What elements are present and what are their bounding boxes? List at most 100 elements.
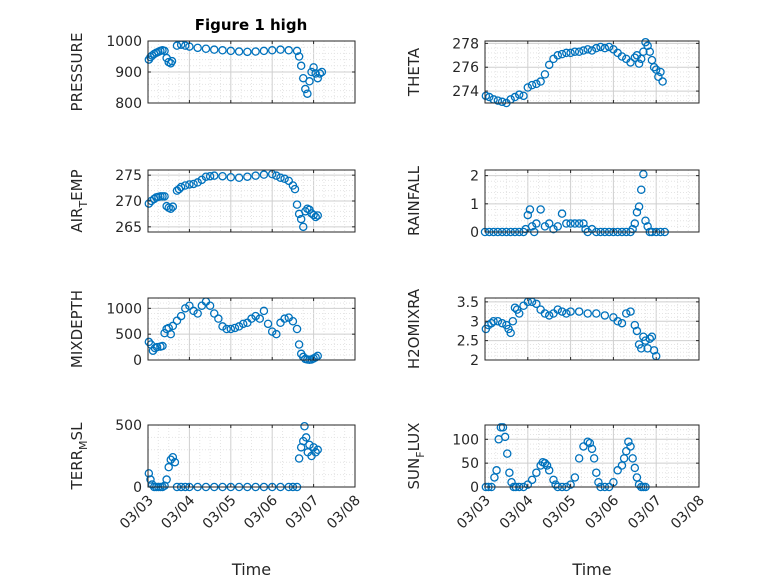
- y-tick-label: 2.5: [457, 334, 479, 350]
- data-point: [305, 440, 314, 450]
- data-point: [201, 44, 211, 54]
- grid: [484, 41, 700, 103]
- data-point: [525, 205, 535, 214]
- data-point: [311, 212, 320, 222]
- data-point: [562, 309, 571, 318]
- data-point: [292, 46, 302, 56]
- data-point: [193, 178, 202, 187]
- axes-box: [484, 40, 700, 104]
- data-point: [255, 314, 265, 323]
- data-point: [527, 80, 537, 90]
- data-point: [634, 59, 644, 68]
- data-point: [263, 319, 273, 329]
- data-point: [654, 72, 663, 82]
- subplot-rainfall: 0 1 2 RAINFALL: [405, 165, 700, 241]
- data-point: [259, 306, 269, 316]
- data-point: [557, 307, 567, 316]
- data-point: [540, 222, 550, 231]
- data-point: [532, 219, 541, 228]
- data-point: [181, 41, 190, 50]
- data-point: [540, 458, 550, 468]
- data-point: [544, 311, 554, 320]
- data-point: [309, 443, 318, 452]
- data-point: [301, 433, 311, 442]
- y-axis-label: MIXDEPTH: [68, 290, 86, 368]
- series-pressure: [144, 40, 327, 98]
- data-point: [497, 318, 507, 328]
- y-tick-label: 3.5: [457, 295, 479, 311]
- y-tick-label: 275: [115, 168, 142, 184]
- data-point: [303, 89, 312, 98]
- data-point: [168, 452, 178, 462]
- data-point: [549, 224, 558, 234]
- data-point: [493, 316, 503, 326]
- y-tick-label: 0: [133, 480, 142, 496]
- y-axis-label: TERRMSL: [68, 422, 90, 491]
- data-point: [626, 442, 635, 451]
- data-point: [549, 475, 558, 485]
- y-tick-label: 2: [470, 353, 479, 369]
- data-point: [168, 321, 178, 331]
- y-axis-label: H2OMIXRA: [405, 288, 423, 369]
- data-point: [544, 466, 554, 475]
- y-axis-label: AIRTEMP: [68, 169, 90, 232]
- data-point: [146, 475, 155, 484]
- data-point: [621, 309, 631, 318]
- data-point: [532, 468, 541, 477]
- data-point: [621, 446, 631, 456]
- data-point: [506, 328, 515, 338]
- data-point: [649, 62, 659, 72]
- y-tick-label: 100: [452, 432, 479, 448]
- x-tick-label: 03/07: [625, 493, 665, 533]
- x-tick-label: 03/06: [241, 492, 281, 532]
- data-point: [294, 52, 304, 61]
- data-point: [313, 211, 322, 220]
- data-point: [230, 323, 240, 333]
- data-point: [234, 173, 244, 182]
- data-point: [536, 77, 545, 86]
- data-point: [166, 204, 176, 213]
- data-point: [251, 171, 260, 180]
- data-point: [600, 43, 610, 53]
- data-point: [536, 205, 545, 214]
- data-point: [276, 45, 285, 54]
- data-point: [570, 473, 580, 482]
- data-point: [532, 79, 541, 89]
- data-point: [613, 316, 622, 326]
- data-point: [317, 67, 327, 77]
- data-point: [168, 202, 178, 211]
- x-tick-label: 03/05: [200, 493, 240, 533]
- y-tick-label: 3: [470, 314, 479, 330]
- data-point: [162, 201, 171, 211]
- data-point: [313, 73, 322, 83]
- data-point: [592, 43, 601, 53]
- data-point: [574, 219, 584, 228]
- y-tick-label: 1000: [106, 301, 142, 317]
- data-point: [301, 84, 310, 94]
- data-point: [562, 48, 571, 58]
- x-tick-label: 03/05: [540, 493, 580, 533]
- data-point: [226, 46, 236, 56]
- data-point: [181, 181, 190, 190]
- data-point: [311, 448, 320, 457]
- data-point: [636, 185, 646, 194]
- data-point: [485, 92, 494, 102]
- data-point: [234, 47, 244, 56]
- data-point: [540, 309, 550, 318]
- y-tick-label: 274: [452, 84, 479, 100]
- data-point: [166, 329, 176, 339]
- axes-box: [484, 424, 700, 488]
- data-point: [632, 326, 642, 336]
- data-point: [189, 179, 198, 189]
- data-point: [587, 444, 597, 454]
- data-point: [284, 46, 294, 55]
- subplot-air_temp: 265 270 275 AIRTEMP: [68, 168, 356, 236]
- data-point: [222, 324, 231, 334]
- figure-title: Figure 1 high: [195, 16, 308, 34]
- y-axis-label: SUNFLUX: [405, 423, 427, 490]
- data-point: [243, 172, 252, 181]
- data-point: [144, 469, 154, 478]
- data-point: [497, 97, 507, 107]
- data-point: [226, 324, 236, 334]
